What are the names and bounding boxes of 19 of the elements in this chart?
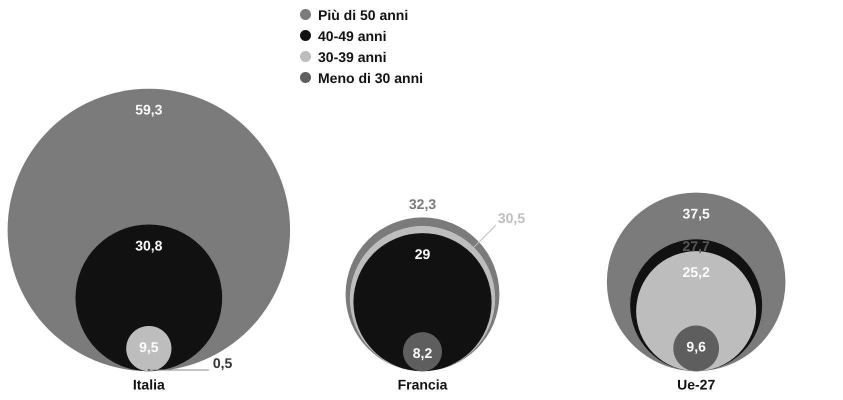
data-label: 29: [414, 246, 430, 262]
category-label: Ue-27: [677, 376, 716, 392]
data-label: 59,3: [135, 102, 163, 118]
data-label: 32,3: [408, 196, 436, 212]
legend-label: Meno di 30 anni: [318, 70, 424, 86]
legend-label: 30-39 anni: [318, 48, 386, 64]
data-label: 25,2: [682, 264, 710, 280]
data-label: 9,6: [686, 338, 706, 354]
category-label: Italia: [132, 376, 165, 392]
legend-label: 40-49 anni: [318, 28, 386, 44]
legend-label: Più di 50 anni: [318, 6, 408, 22]
data-label: 9,5: [139, 338, 159, 355]
data-label: 30,8: [135, 237, 163, 254]
data-label: 8,2: [412, 345, 432, 361]
data-label: 37,5: [682, 205, 710, 222]
data-label: 27,7: [682, 238, 710, 254]
data-label: 0,5: [212, 354, 233, 371]
data-label: 30,5: [498, 210, 526, 226]
category-label: Francia: [398, 376, 448, 392]
